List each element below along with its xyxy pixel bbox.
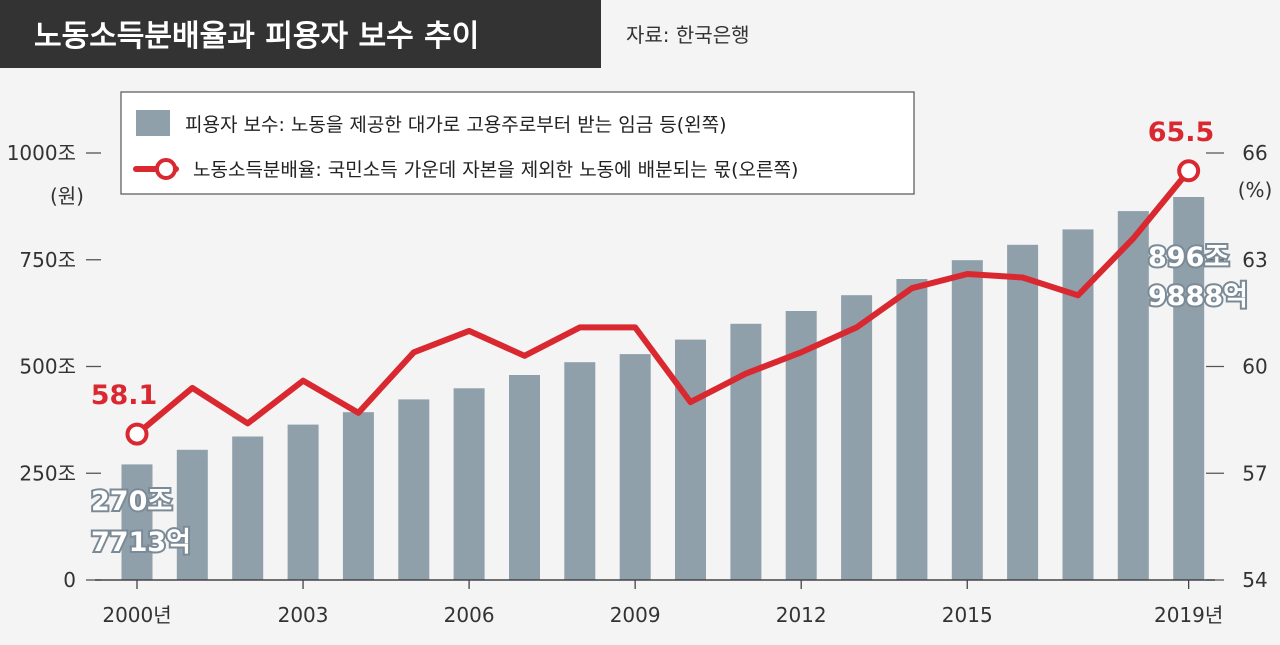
- bar-2002: [232, 436, 264, 580]
- legend-marker-line: [155, 158, 177, 180]
- bar-end-label-line1: 896조: [1148, 242, 1229, 273]
- bar-2004: [342, 412, 374, 580]
- left-tick-label: 750조: [19, 248, 76, 272]
- x-tick-label: 2003: [278, 603, 329, 627]
- x-tick-label: 2000년: [102, 603, 171, 627]
- line-endpoint-marker-2000: [125, 422, 149, 446]
- line-start-label: 58.1: [91, 380, 158, 411]
- x-tick-label: 2009: [610, 603, 661, 627]
- legend: 피용자 보수: 노동을 제공한 대가로 고용주로부터 받는 임금 등(왼쪽) 노…: [120, 91, 915, 195]
- x-tick-label: 2012: [776, 603, 827, 627]
- right-axis-unit: (%): [1238, 178, 1273, 202]
- x-tick-label: 2015: [942, 603, 993, 627]
- source-note: 자료: 한국은행: [626, 23, 750, 47]
- bar-2015: [951, 260, 983, 580]
- x-tick-label: 2019년: [1154, 603, 1223, 627]
- legend-label-line: 노동소득분배율: 국민소득 가운데 자본을 제외한 노동에 배분되는 몫(오른쪽…: [193, 159, 798, 181]
- x-axis: 2000년 2003 2006 2009 2012 2015 2019년: [95, 579, 1223, 627]
- left-axis: 0 250조 500조 750조 1000조: [7, 141, 101, 592]
- right-tick-label: 54: [1242, 568, 1267, 592]
- x-tick-label: 2006: [444, 603, 495, 627]
- right-tick-label: 63: [1242, 248, 1267, 272]
- right-axis: 54 57 60 63 66: [1206, 141, 1268, 592]
- left-tick-label: 500조: [19, 355, 76, 379]
- bar-end-label-line2: 9888억: [1148, 281, 1248, 312]
- right-tick-label: 57: [1242, 461, 1267, 485]
- bar-2008: [564, 362, 596, 580]
- title-banner: [0, 0, 601, 68]
- bar-2003: [287, 424, 319, 580]
- right-tick-label: 60: [1242, 355, 1267, 379]
- bar-2009: [619, 354, 651, 580]
- bar-2018: [1117, 211, 1149, 580]
- legend-label-bar: 피용자 보수: 노동을 제공한 대가로 고용주로부터 받는 임금 등(왼쪽): [185, 114, 727, 136]
- left-tick-label: 1000조: [7, 141, 76, 165]
- line-series: [125, 159, 1201, 446]
- bar-series: [121, 197, 1205, 581]
- left-tick-label: 250조: [19, 461, 76, 485]
- bar-2013: [841, 295, 873, 580]
- bar-2011: [730, 323, 762, 580]
- bar-2005: [398, 399, 430, 580]
- bar-2007: [509, 375, 540, 580]
- bar-2014: [896, 279, 928, 580]
- legend-swatch-bar: [136, 110, 170, 136]
- left-tick-label: 0: [63, 568, 76, 592]
- bar-start-label-line2: 7713억: [91, 527, 191, 558]
- line-end-label: 65.5: [1148, 117, 1215, 148]
- legend-box: [120, 91, 915, 195]
- bar-2000: [121, 464, 153, 580]
- labor-share-line: [134, 167, 1192, 438]
- bar-2006: [453, 388, 485, 580]
- bar-2019: [1173, 197, 1205, 580]
- right-tick-label: 66: [1242, 141, 1267, 165]
- bar-2010: [675, 339, 706, 580]
- chart-title: 노동소득분배율과 피용자 보수 추이: [34, 19, 479, 54]
- bar-start-label-line1: 270조: [91, 486, 172, 517]
- bar-2016: [1007, 244, 1039, 581]
- left-axis-unit: (원): [50, 184, 84, 208]
- bar-2001: [176, 449, 208, 580]
- line-endpoint-marker-2019: [1177, 159, 1201, 183]
